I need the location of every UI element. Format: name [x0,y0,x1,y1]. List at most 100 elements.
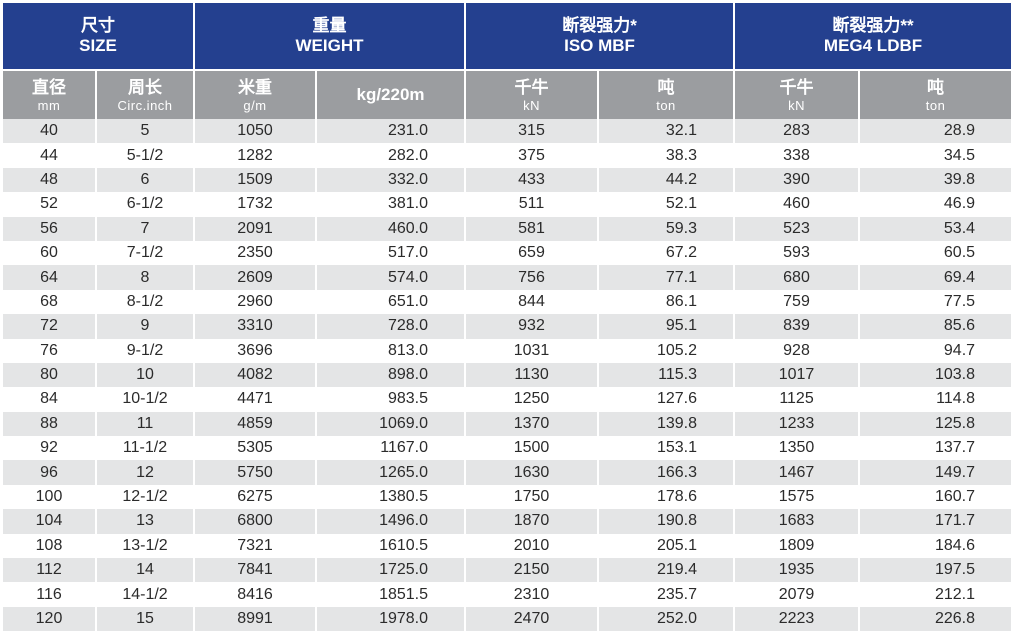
table-row: 64 8 2609 574.0 756 77.1 680 69.4 [3,265,1012,290]
cell-diameter-mm: 80 [3,362,97,388]
sub-header-weight-per-meter-unit: g/m [243,97,267,113]
table-row: 88 11 4859 1069.0 1370 139.8 1233 125.8 [3,411,1012,437]
cell-circumference-inch: 10-1/2 [94,387,196,412]
cell-weight-kg-per-220m: 381.0 [315,192,467,217]
cell-iso-mbf-ton: 153.1 [597,436,736,461]
group-header-iso-mbf-cn: 断裂强力* [562,16,637,35]
cell-meg4-ldbf-kn: 1017 [733,362,861,388]
cell-iso-mbf-ton: 38.3 [597,143,736,168]
cell-diameter-mm: 72 [3,314,97,339]
cell-iso-mbf-ton: 52.1 [597,192,736,217]
cell-iso-mbf-ton: 67.2 [597,240,736,266]
cell-diameter-mm: 120 [3,606,97,632]
cell-weight-kg-per-220m: 574.0 [315,265,467,290]
sub-header-iso-kn-cn: 千牛 [514,77,549,97]
cell-iso-mbf-ton: 77.1 [597,265,736,290]
cell-weight-g-per-m: 5305 [193,436,318,461]
table-row: 80 10 4082 898.0 1130 115.3 1017 103.8 [3,362,1012,388]
cell-meg4-ldbf-kn: 1935 [733,558,861,583]
cell-iso-mbf-kn: 1750 [464,484,600,510]
cell-weight-g-per-m: 1282 [193,143,318,168]
cell-diameter-mm: 56 [3,216,97,241]
cell-meg4-ldbf-kn: 2079 [733,582,861,607]
table-row: 104 13 6800 1496.0 1870 190.8 1683 171.7 [3,509,1012,534]
sub-header-circumference-cn: 周长 [128,77,162,97]
cell-circumference-inch: 11 [94,411,196,437]
cell-iso-mbf-kn: 511 [464,192,600,217]
cell-meg4-ldbf-ton: 160.7 [858,484,1012,510]
cell-meg4-ldbf-ton: 69.4 [858,265,1012,290]
cell-meg4-ldbf-ton: 85.6 [858,314,1012,339]
cell-diameter-mm: 40 [3,119,97,144]
cell-circumference-inch: 7-1/2 [94,240,196,266]
cell-meg4-ldbf-kn: 1125 [733,387,861,412]
cell-weight-g-per-m: 6800 [193,509,318,534]
sub-header-circumference-unit: Circ.inch [117,97,173,113]
cell-diameter-mm: 60 [3,240,97,266]
cell-weight-kg-per-220m: 728.0 [315,314,467,339]
cell-meg4-ldbf-kn: 390 [733,167,861,193]
cell-meg4-ldbf-ton: 103.8 [858,362,1012,388]
sub-header-meg4-ton-cn: 吨 [927,77,945,97]
cell-weight-kg-per-220m: 1851.5 [315,582,467,607]
sub-header-diameter-unit: mm [37,97,61,113]
cell-weight-g-per-m: 6275 [193,484,318,510]
cell-iso-mbf-ton: 235.7 [597,582,736,607]
cell-weight-kg-per-220m: 898.0 [315,362,467,388]
sub-header-kg-per-220m-label: kg/220m [356,85,425,104]
table-row: 116 14-1/2 8416 1851.5 2310 235.7 2079 212.1 [3,582,1012,607]
cell-diameter-mm: 104 [3,509,97,534]
table-row: 72 9 3310 728.0 932 95.1 839 85.6 [3,314,1012,339]
cell-circumference-inch: 6 [94,167,196,193]
cell-meg4-ldbf-ton: 149.7 [858,460,1012,485]
spec-table: 尺寸 SIZE 重量 WEIGHT 断裂强力* ISO MBF 断裂强力** M… [3,3,1012,632]
cell-meg4-ldbf-kn: 593 [733,240,861,266]
cell-iso-mbf-kn: 2470 [464,606,600,632]
group-header-iso-mbf: 断裂强力* ISO MBF [464,3,736,70]
cell-iso-mbf-ton: 32.1 [597,119,736,144]
cell-iso-mbf-kn: 1031 [464,338,600,363]
cell-weight-g-per-m: 8991 [193,606,318,632]
cell-meg4-ldbf-ton: 77.5 [858,289,1012,315]
cell-iso-mbf-kn: 1250 [464,387,600,412]
cell-weight-kg-per-220m: 231.0 [315,119,467,144]
group-header-meg4-ldbf-cn: 断裂强力** [832,16,914,35]
cell-weight-kg-per-220m: 332.0 [315,167,467,193]
cell-meg4-ldbf-kn: 1575 [733,484,861,510]
table-row: 76 9-1/2 3696 813.0 1031 105.2 928 94.7 [3,338,1012,363]
cell-iso-mbf-kn: 756 [464,265,600,290]
cell-meg4-ldbf-ton: 171.7 [858,509,1012,534]
cell-meg4-ldbf-kn: 1350 [733,436,861,461]
cell-weight-kg-per-220m: 1725.0 [315,558,467,583]
cell-iso-mbf-kn: 315 [464,119,600,144]
cell-meg4-ldbf-ton: 53.4 [858,216,1012,241]
cell-weight-g-per-m: 7841 [193,558,318,583]
cell-circumference-inch: 14 [94,558,196,583]
sub-header-meg4-ton-unit: ton [925,97,946,113]
cell-meg4-ldbf-ton: 39.8 [858,167,1012,193]
cell-weight-g-per-m: 1509 [193,167,318,193]
table-row: 56 7 2091 460.0 581 59.3 523 53.4 [3,216,1012,241]
cell-iso-mbf-kn: 375 [464,143,600,168]
cell-weight-g-per-m: 2091 [193,216,318,241]
cell-iso-mbf-ton: 44.2 [597,167,736,193]
cell-diameter-mm: 52 [3,192,97,217]
sub-header-meg4-ton: 吨 ton [858,69,1012,119]
cell-meg4-ldbf-kn: 680 [733,265,861,290]
cell-weight-g-per-m: 4471 [193,387,318,412]
cell-weight-g-per-m: 4082 [193,362,318,388]
cell-weight-kg-per-220m: 1496.0 [315,509,467,534]
cell-iso-mbf-ton: 59.3 [597,216,736,241]
cell-meg4-ldbf-ton: 184.6 [858,533,1012,559]
cell-meg4-ldbf-kn: 283 [733,119,861,144]
group-header-size: 尺寸 SIZE [3,3,196,70]
sub-header-meg4-kn: 千牛 kN [733,69,861,119]
cell-weight-g-per-m: 7321 [193,533,318,559]
cell-iso-mbf-ton: 86.1 [597,289,736,315]
cell-iso-mbf-kn: 433 [464,167,600,193]
cell-circumference-inch: 8-1/2 [94,289,196,315]
group-header-meg4-ldbf-en: MEG4 LDBF [823,36,923,55]
cell-diameter-mm: 68 [3,289,97,315]
cell-weight-g-per-m: 1050 [193,119,318,144]
cell-circumference-inch: 6-1/2 [94,192,196,217]
